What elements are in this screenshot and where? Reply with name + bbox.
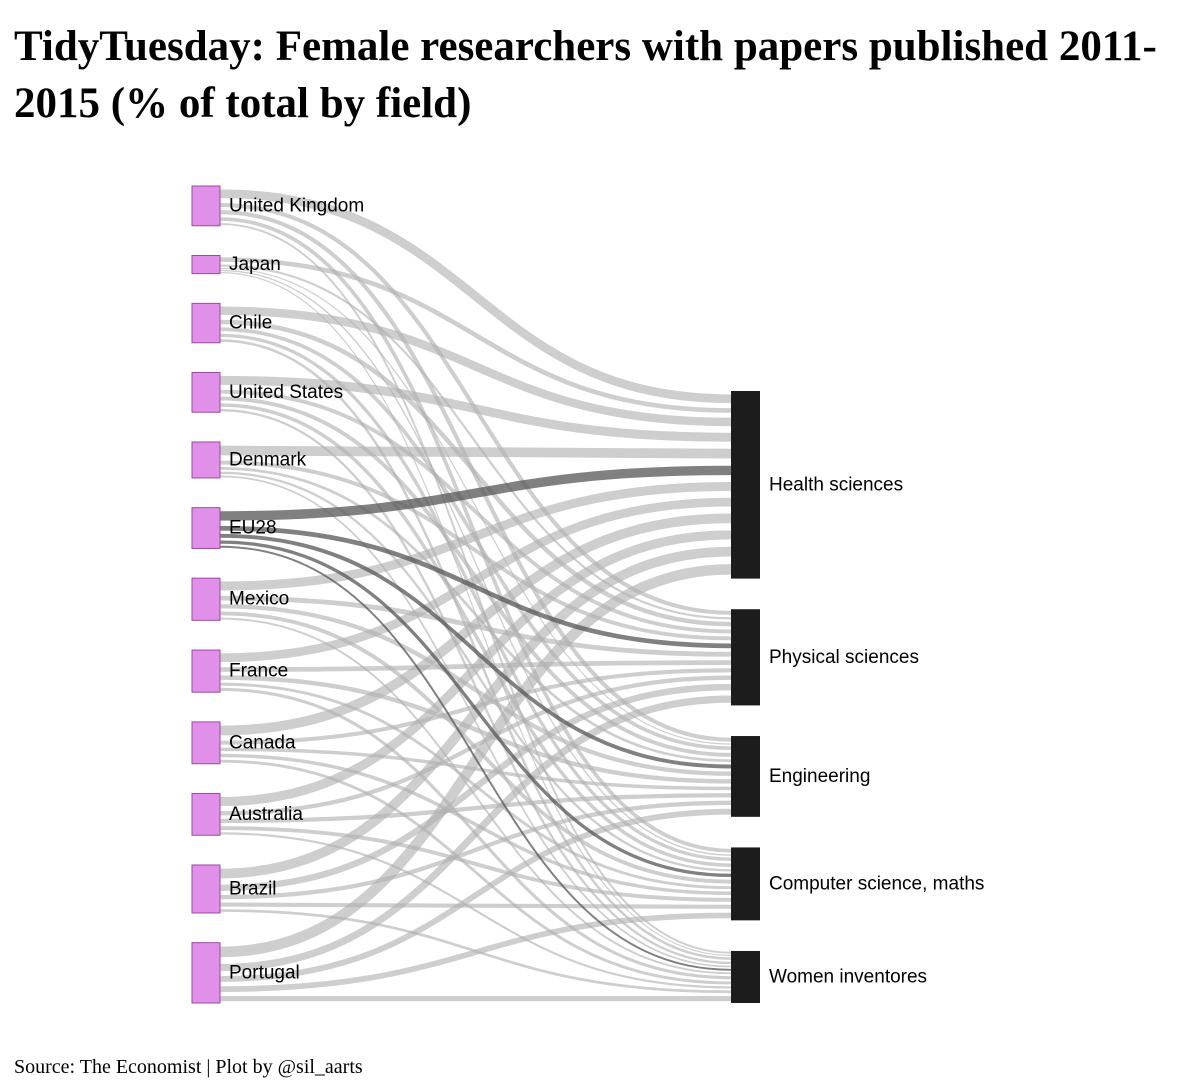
link-denmark-to-health-sciences [219,445,732,459]
target-label-computer-science-maths: Computer science, maths [769,873,984,894]
link-united-kingdom-to-engineering [219,210,732,742]
target-label-engineering: Engineering [769,766,870,787]
target-label-women-inventores: Women inventores [769,966,927,987]
source-caption: Source: The Economist | Plot by @sil_aar… [14,1056,363,1078]
source-node-canada [191,721,221,765]
link-united-kingdom-to-physical-sciences [219,202,732,615]
source-node-eu28 [191,507,221,549]
chart-title: TidyTuesday: Female researchers with pap… [14,23,1157,127]
target-label-health-sciences: Health sciences [769,474,903,495]
nodes-layer [191,185,760,1004]
link-france-to-women-inventores [219,687,732,980]
link-france-to-physical-sciences [219,660,732,672]
source-label-chile: Chile [229,313,272,334]
link-australia-to-women-inventores [219,832,732,989]
link-brazil-to-women-inventores [219,909,732,994]
link-united-states-to-physical-sciences [219,389,732,634]
link-canada-to-computer-science-maths [219,753,732,896]
source-node-chile [191,302,221,344]
labels-layer: United Kingdom Japan Chile United States Den… [229,195,984,987]
source-label-france: France [229,661,288,682]
link-mexico-to-engineering [219,604,732,776]
target-node-computer-science-maths [731,847,760,921]
link-united-states-to-computer-science-maths [219,403,732,867]
source-label-denmark: Denmark [229,449,307,470]
link-eu28-to-women-inventores [219,545,732,971]
source-label-united-states: United States [229,382,343,403]
link-denmark-to-physical-sciences [219,460,732,641]
link-brazil-to-computer-science-maths [219,902,732,909]
source-node-denmark [191,441,221,479]
source-label-japan: Japan [229,254,281,275]
target-node-women-inventores [731,950,760,1003]
link-portugal-to-engineering [219,808,732,982]
source-node-portugal [191,942,221,1004]
source-label-canada: Canada [229,732,296,753]
link-eu28-to-physical-sciences [219,525,732,649]
link-eu28-to-engineering [219,533,732,769]
link-japan-to-women-inventores [219,272,732,957]
source-node-united-kingdom [191,185,221,227]
link-mexico-to-women-inventores [219,617,732,975]
link-united-kingdom-to-health-sciences [219,189,732,404]
source-label-mexico: Mexico [229,589,289,610]
link-canada-to-women-inventores [219,759,732,985]
source-label-portugal: Portugal [229,962,300,983]
source-node-japan [191,254,221,275]
link-france-to-computer-science-maths [219,682,732,890]
source-node-france [191,649,221,693]
link-denmark-to-computer-science-maths [219,471,732,872]
link-mexico-to-computer-science-maths [219,611,732,884]
link-denmark-to-women-inventores [219,475,732,968]
link-chile-to-computer-science-maths [219,333,732,861]
link-australia-to-engineering [219,793,732,824]
link-japan-to-engineering [219,267,732,745]
source-label-australia: Australia [229,804,303,825]
link-japan-to-physical-sciences [219,264,732,620]
link-france-to-engineering [219,675,732,784]
link-brazil-to-engineering [219,800,732,900]
link-australia-to-computer-science-maths [219,826,732,902]
target-node-engineering [731,736,760,817]
target-node-physical-sciences [731,609,760,706]
links-layer [219,189,732,1002]
source-label-eu28: EU28 [229,518,277,539]
target-node-health-sciences [731,391,760,579]
link-brazil-to-health-sciences [219,546,732,879]
source-node-australia [191,792,221,836]
link-canada-to-engineering [219,747,732,791]
link-japan-to-health-sciences [219,257,732,413]
source-label-brazil: Brazil [229,878,277,899]
source-node-mexico [191,577,221,621]
link-japan-to-computer-science-maths [219,269,732,856]
link-united-kingdom-to-computer-science-maths [219,217,732,853]
source-label-united-kingdom: United Kingdom [229,195,364,216]
link-united-states-to-women-inventores [219,409,732,965]
target-label-physical-sciences: Physical sciences [769,647,919,668]
link-united-states-to-engineering [219,396,732,757]
source-node-united-states [191,371,221,413]
link-chile-to-health-sciences [219,306,732,427]
link-eu28-to-health-sciences [219,465,732,521]
source-node-brazil [191,864,221,914]
link-eu28-to-computer-science-maths [219,540,732,877]
link-mexico-to-physical-sciences [219,595,732,657]
